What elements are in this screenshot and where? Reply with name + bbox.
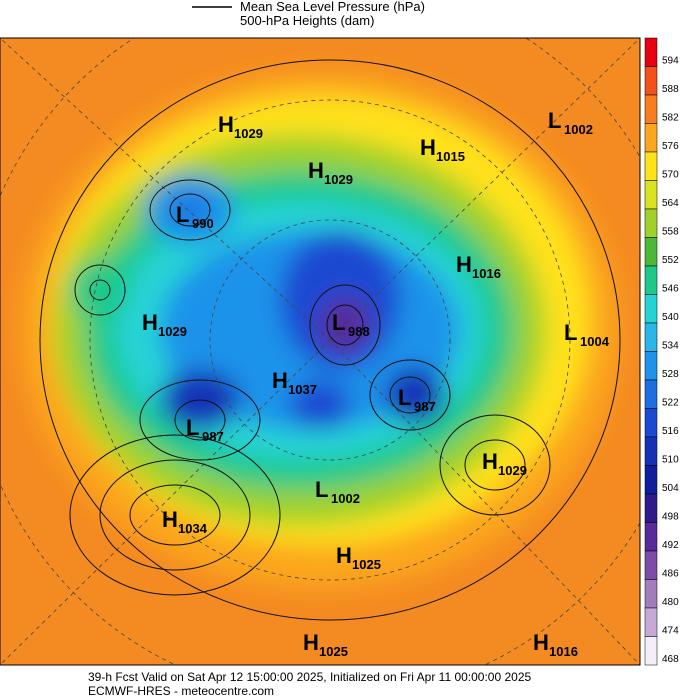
colorbar-label: 498 (662, 512, 679, 523)
colorbar-cell (644, 436, 658, 466)
colorbar-cell (644, 265, 658, 295)
colorbar-label: 582 (662, 113, 679, 124)
colorbar-label: 468 (662, 654, 679, 665)
colorbar-label: 516 (662, 426, 679, 437)
isobars (39, 59, 621, 621)
center-kind: H (308, 158, 324, 183)
colorbar-cell (644, 550, 658, 580)
center-kind: H (303, 630, 319, 655)
colorbar-cell (644, 123, 658, 153)
colorbar-cell (644, 579, 658, 609)
center-value: 1029 (324, 172, 353, 187)
colorbar-label: 540 (662, 312, 679, 323)
colorbar-label: 510 (662, 455, 679, 466)
map-frame (0, 37, 641, 666)
colorbar-cell (644, 151, 658, 181)
colorbar-cell (644, 636, 658, 666)
center-value: 987 (202, 429, 224, 444)
center-kind: H (456, 252, 472, 277)
center-kind: H (336, 543, 352, 568)
colorbar-label: 588 (662, 84, 679, 95)
colorbar-label: 528 (662, 369, 679, 380)
colorbar-cell (644, 180, 658, 210)
colorbar-label: 492 (662, 540, 679, 551)
center-kind: H (142, 310, 158, 335)
center-value: 1029 (158, 324, 187, 339)
center-value: 1029 (498, 463, 527, 478)
colorbar-label: 570 (662, 170, 679, 181)
colorbar-cell (644, 208, 658, 238)
center-kind: L (186, 415, 199, 440)
colorbar-label: 486 (662, 569, 679, 580)
colorbar-label: 576 (662, 141, 679, 152)
center-kind: L (548, 108, 561, 133)
footer-text: 39-h Fcst Valid on Sat Apr 12 15:00:00 2… (88, 670, 532, 684)
colorbar-label: 474 (662, 626, 679, 637)
colorbar-cell (644, 351, 658, 381)
colorbar-cell (644, 465, 658, 495)
center-value: 1016 (549, 644, 578, 659)
legend-text: 500-hPa Heights (dam) (240, 13, 374, 28)
colorbar-cell (644, 294, 658, 324)
center-value: 1015 (436, 149, 465, 164)
center-value: 1034 (178, 521, 208, 536)
colorbar-label: 504 (662, 483, 679, 494)
colorbar-label: 558 (662, 227, 679, 238)
center-value: 1002 (564, 122, 593, 137)
center-value: 1002 (331, 491, 360, 506)
colorbar-label: 564 (662, 198, 679, 209)
colorbar-cell (644, 66, 658, 96)
center-kind: H (533, 630, 549, 655)
colorbar-label: 534 (662, 341, 679, 352)
colorbar-cell (644, 37, 658, 67)
colorbar-cell (644, 94, 658, 124)
footer-text: ECMWF-HRES - meteocentre.com (88, 684, 274, 698)
colorbar-cell (644, 607, 658, 637)
center-kind: L (315, 477, 328, 502)
center-value: 987 (414, 399, 436, 414)
center-value: 988 (348, 324, 370, 339)
colorbar-cell (644, 237, 658, 267)
colorbar-label: 480 (662, 597, 679, 608)
colorbar-cell (644, 493, 658, 523)
center-kind: H (162, 507, 178, 532)
center-value: 990 (192, 216, 214, 231)
center-kind: H (420, 135, 436, 160)
center-kind: H (272, 368, 288, 393)
center-value: 1037 (288, 382, 317, 397)
colorbar-label: 594 (662, 56, 679, 67)
colorbar-cell (644, 322, 658, 352)
center-value: 1025 (319, 644, 348, 659)
center-value: 1025 (352, 557, 381, 572)
center-kind: L (176, 202, 189, 227)
colorbar-label: 552 (662, 255, 679, 266)
center-kind: L (398, 385, 411, 410)
center-kind: H (482, 449, 498, 474)
colorbar: 594 588 582 576 570 564 558 552 546 540 534 528 522 5… (644, 37, 679, 666)
colorbar-cell (644, 379, 658, 409)
center-value: 1029 (234, 126, 263, 141)
center-kind: L (332, 310, 345, 335)
center-kind: L (564, 320, 577, 345)
height-field (20, 70, 620, 590)
center-value: 1004 (580, 334, 610, 349)
colorbar-label: 546 (662, 284, 679, 295)
center-value: 1016 (472, 266, 501, 281)
colorbar-cell (644, 522, 658, 552)
legend-text: Mean Sea Level Pressure (hPa) (240, 0, 425, 14)
center-kind: H (218, 112, 234, 137)
colorbar-label: 522 (662, 398, 679, 409)
colorbar-cell (644, 408, 658, 438)
